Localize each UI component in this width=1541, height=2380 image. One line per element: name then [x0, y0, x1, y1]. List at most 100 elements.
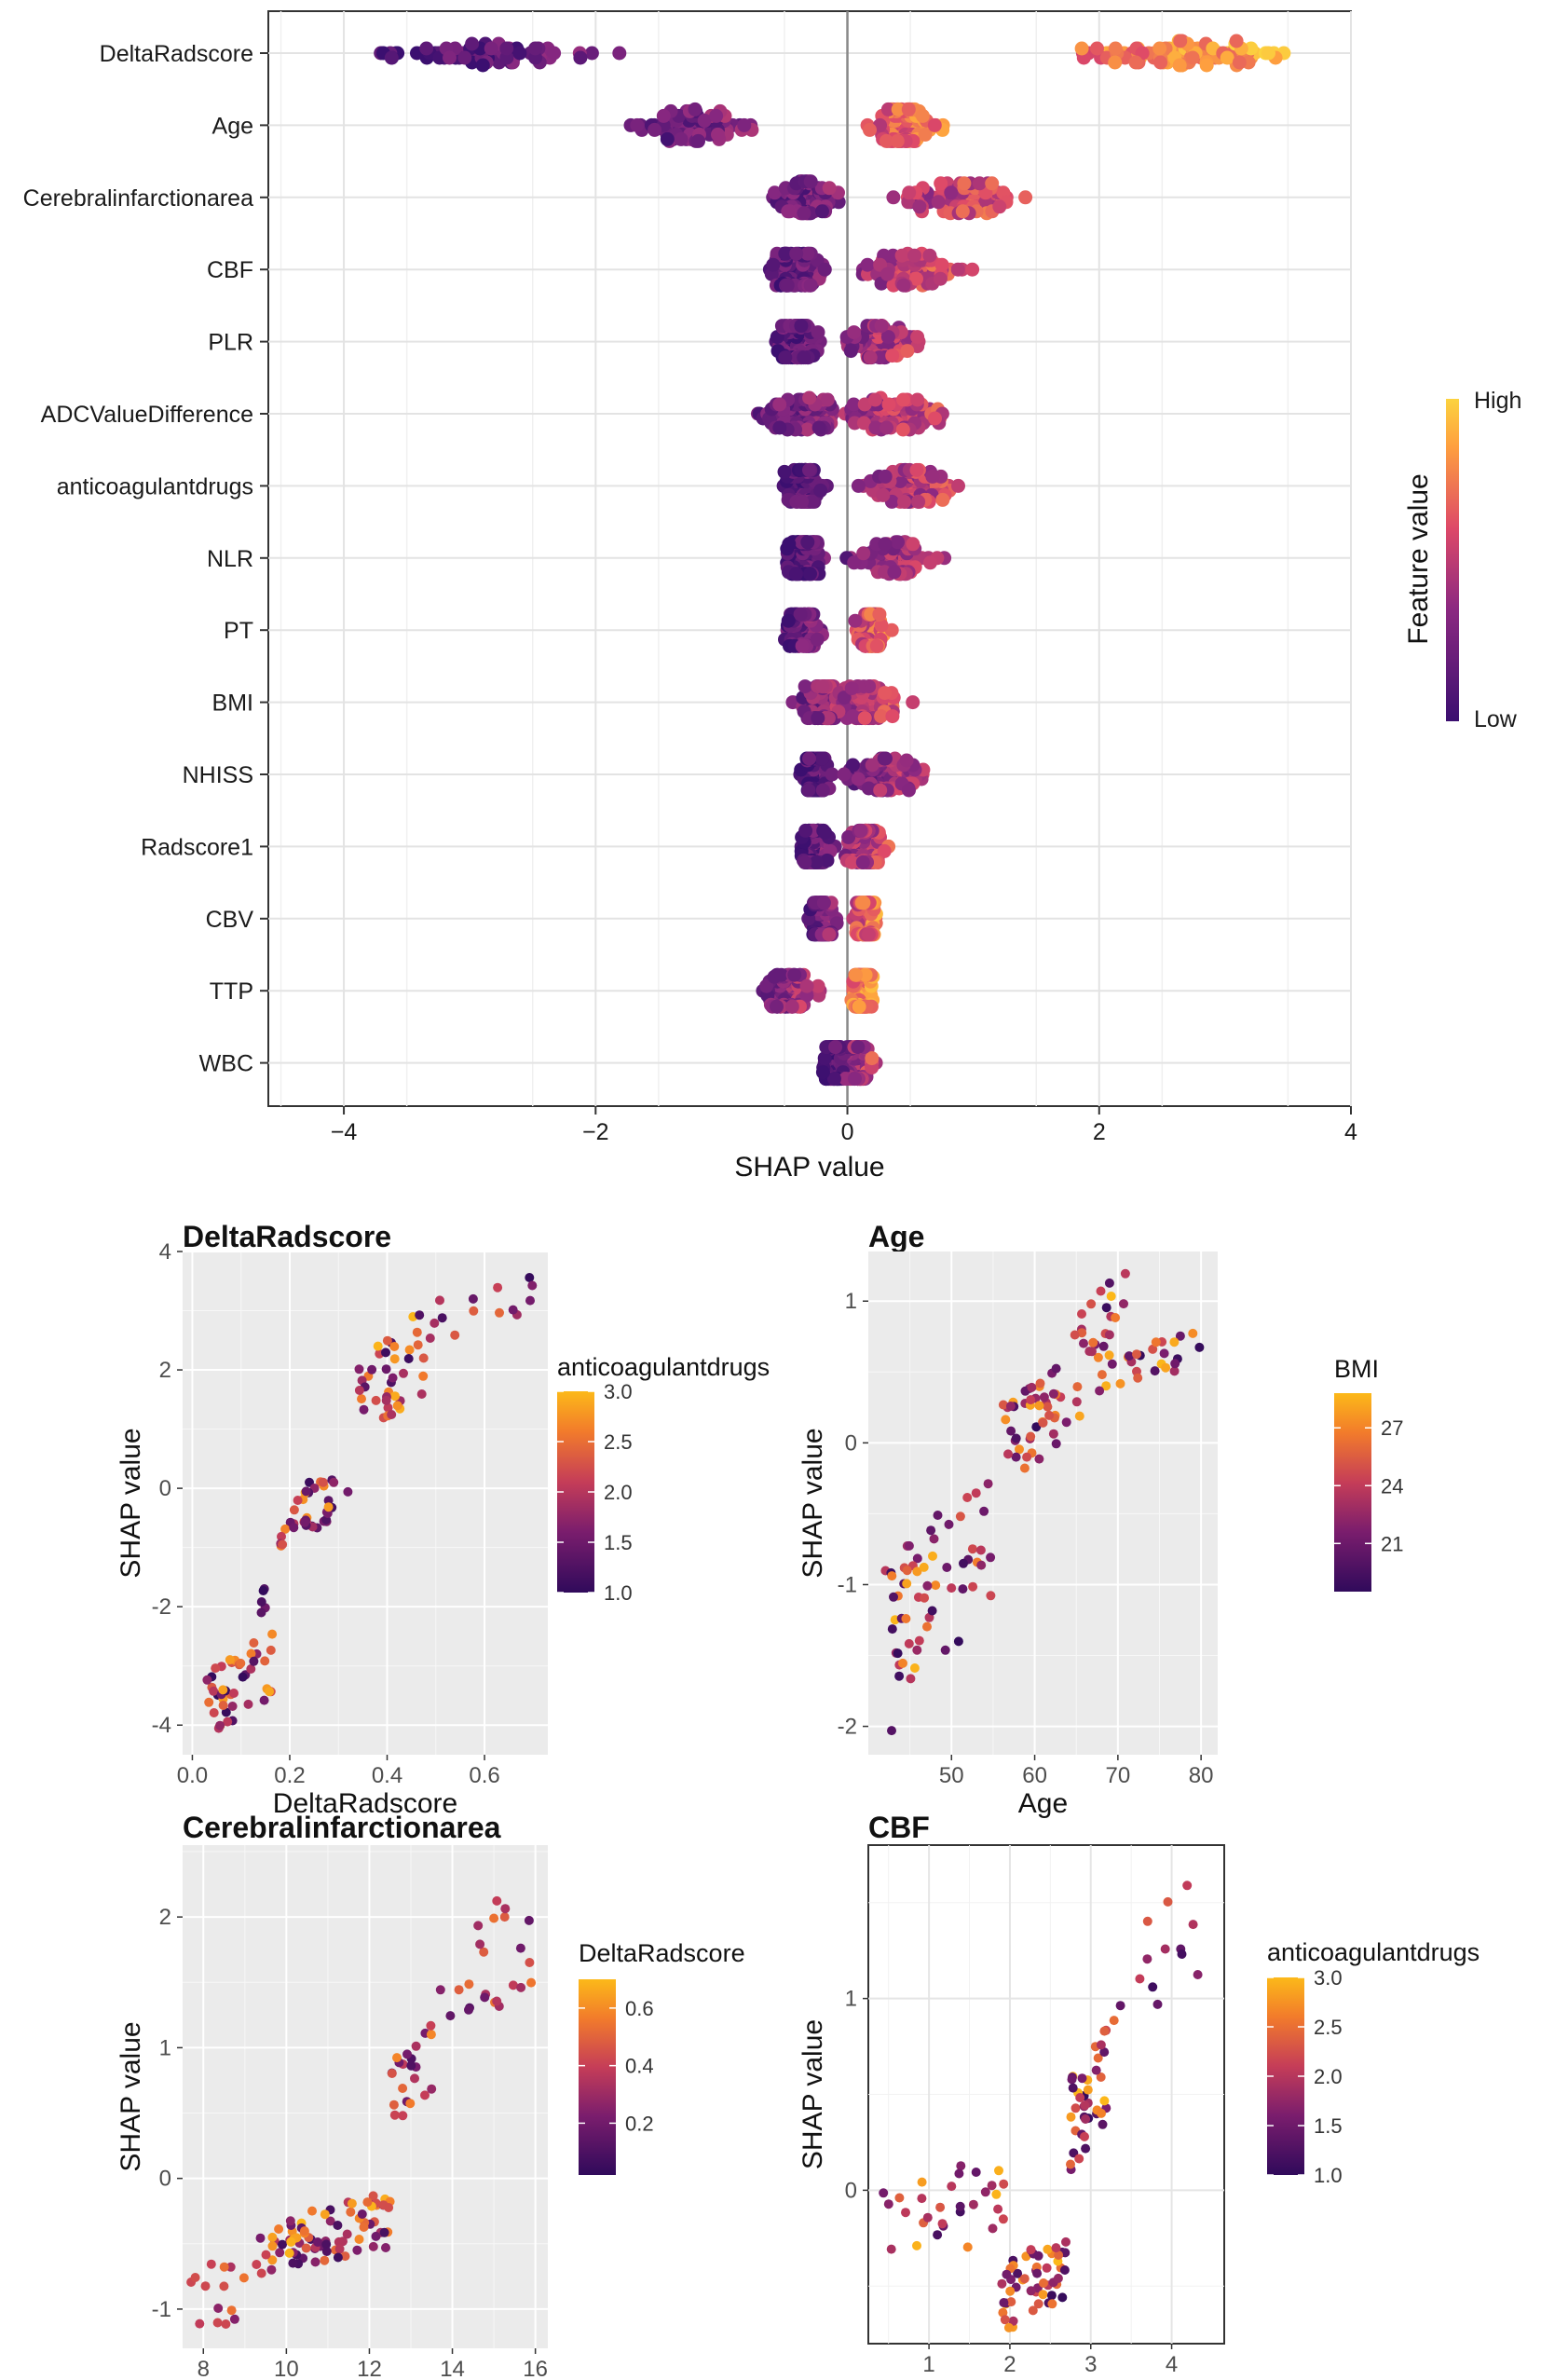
dependence-point: [979, 1506, 989, 1516]
shap-point: [881, 397, 896, 412]
x-tick-label: 0.2: [274, 1763, 305, 1788]
dependence-plot-deltaradscore: DeltaRadscore 0.0 0.2 0.4 0.6 -4 -2 0 2 4 DeltaRad…: [116, 1220, 770, 1819]
dependence-point: [1039, 1392, 1049, 1402]
dependence-point: [920, 1593, 930, 1603]
dependence-point: [212, 2318, 223, 2328]
dependence-point: [249, 1656, 259, 1666]
x-tick-label: 0.4: [372, 1763, 402, 1788]
shap-point: [780, 278, 795, 293]
colorbar-tick-label: 1.0: [1314, 2164, 1343, 2187]
shap-point: [656, 108, 671, 123]
shap-point: [837, 691, 852, 705]
shap-point: [851, 772, 866, 786]
shap-point: [886, 190, 901, 205]
dependence-point: [902, 1579, 912, 1589]
dependence-point: [334, 2244, 345, 2254]
dependence-point: [1039, 2278, 1048, 2288]
x-axis-title: Age: [1018, 1788, 1068, 1819]
dependence-point: [420, 2090, 430, 2100]
shap-summary-chart: DeltaRadscore Age Cerebralinfarctionarea CB…: [23, 10, 1521, 1183]
dependence-point: [1169, 1337, 1180, 1347]
dependence-point: [929, 1534, 939, 1544]
dependence-point: [1077, 1328, 1087, 1338]
dependence-point: [354, 1386, 364, 1395]
feature-label: NLR: [207, 546, 253, 572]
y-tick-label: 0: [159, 2167, 171, 2192]
dependence-point: [1169, 1366, 1180, 1376]
shap-point: [815, 679, 830, 694]
subplot-panel: [183, 1252, 548, 1755]
dependence-point: [983, 1479, 993, 1489]
shap-point: [894, 248, 909, 263]
dependence-point: [914, 1635, 924, 1646]
dependence-point: [508, 1305, 518, 1315]
subplot-panel: [868, 1252, 1218, 1755]
shap-point: [803, 174, 818, 189]
shap-point: [802, 751, 816, 766]
dependence-point: [266, 1645, 276, 1655]
shap-point: [384, 50, 399, 65]
shap-point: [843, 344, 858, 359]
shap-point: [922, 248, 937, 263]
shap-point: [691, 133, 705, 148]
dependence-point: [887, 1624, 897, 1635]
dependence-point: [1099, 2026, 1110, 2036]
x-tick-label: 2: [1093, 1119, 1106, 1145]
shap-point: [798, 679, 812, 694]
y-tick-label: 1: [159, 2035, 171, 2060]
colorbar: [1334, 1393, 1371, 1592]
dependence-point: [310, 2257, 320, 2267]
x-tick-label: 60: [1022, 1763, 1047, 1788]
dependence-point: [937, 2219, 948, 2229]
colorbar-tick-label: 1.5: [604, 1531, 633, 1554]
dependence-point: [955, 2201, 965, 2211]
feature-label: TTP: [210, 978, 253, 1005]
y-tick-label: -1: [152, 2297, 171, 2322]
dependence-point: [1099, 2096, 1110, 2106]
dependence-point: [933, 1511, 943, 1520]
dependence-point: [381, 1364, 391, 1375]
colorbar-tick-label: 2.5: [604, 1430, 633, 1454]
dependence-point: [430, 1318, 440, 1328]
dependence-point: [239, 2273, 249, 2283]
shap-point: [878, 469, 893, 484]
shap-point: [800, 246, 815, 261]
shap-point: [951, 478, 965, 493]
dependence-point: [508, 1980, 518, 1990]
dependence-point: [1081, 2143, 1091, 2154]
shap-point: [475, 58, 490, 73]
dependence-point: [887, 1571, 897, 1581]
dependence-point: [1038, 1417, 1048, 1428]
shap-point: [845, 855, 859, 869]
shap-point: [1153, 55, 1168, 70]
shap-point: [845, 758, 860, 773]
dependence-point: [1077, 1309, 1086, 1319]
dependence-point: [1000, 2315, 1010, 2325]
shap-point: [770, 999, 784, 1014]
dependence-point: [1151, 1337, 1161, 1347]
shap-point: [868, 420, 883, 435]
dependence-point: [284, 2248, 294, 2258]
shap-point: [802, 390, 817, 405]
dependence-point: [1150, 1366, 1160, 1376]
dependence-point: [218, 1685, 228, 1695]
shap-point: [794, 319, 809, 334]
dependence-point: [320, 2209, 330, 2220]
dependence-point: [1005, 2286, 1016, 2296]
shap-point: [869, 638, 884, 653]
dependence-point: [373, 1341, 383, 1351]
dependence-point: [1175, 1331, 1185, 1341]
shap-point: [863, 122, 877, 137]
shap-point: [897, 494, 911, 509]
shap-point: [805, 494, 820, 509]
dependence-point: [1066, 2159, 1075, 2169]
shap-point: [901, 102, 916, 116]
feature-label: CBV: [206, 907, 254, 933]
shap-point: [841, 829, 856, 844]
shap-point: [457, 50, 472, 65]
shap-point: [484, 41, 498, 56]
feature-label: CBF: [207, 257, 253, 283]
dependence-point: [219, 2262, 229, 2272]
shap-point: [815, 1065, 830, 1080]
dependence-point: [1074, 2154, 1084, 2164]
